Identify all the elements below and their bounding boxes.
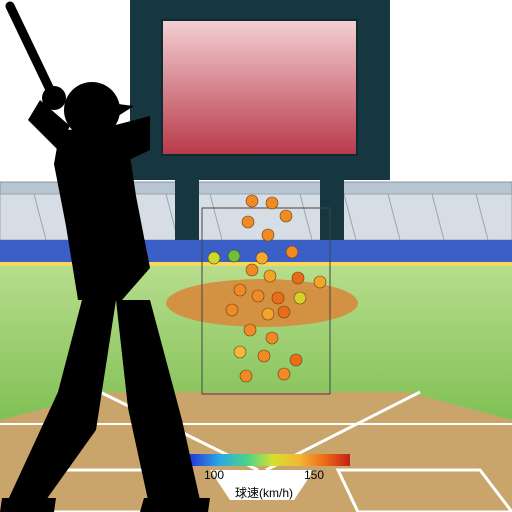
legend-tick-150: 150 xyxy=(304,468,324,482)
pitch-dot xyxy=(262,308,274,320)
pitch-dot xyxy=(240,370,252,382)
pitch-dot xyxy=(234,346,246,358)
pitch-dot xyxy=(280,210,292,222)
bat xyxy=(10,6,54,98)
pitch-dot xyxy=(228,250,240,262)
pitch-dot xyxy=(272,292,284,304)
pitch-dot xyxy=(208,252,220,264)
pitch-dot xyxy=(286,246,298,258)
pitch-dot xyxy=(256,252,268,264)
speed-legend-bar xyxy=(190,454,350,466)
pitch-dot xyxy=(252,290,264,302)
legend-axis-label: 球速(km/h) xyxy=(235,484,293,501)
pitch-location-chart: 100 150 球速(km/h) xyxy=(0,0,512,512)
pitch-dot xyxy=(292,272,304,284)
scoreboard-screen xyxy=(162,20,357,155)
pitch-dot xyxy=(264,270,276,282)
pitch-dot xyxy=(226,304,238,316)
pitch-dot xyxy=(294,292,306,304)
pitch-dot xyxy=(234,284,246,296)
pitch-dot xyxy=(246,264,258,276)
pitch-dot xyxy=(266,197,278,209)
pitch-dot xyxy=(242,216,254,228)
pitch-dot xyxy=(278,306,290,318)
pitch-dot xyxy=(314,276,326,288)
pitch-dot xyxy=(266,332,278,344)
pitch-dot xyxy=(258,350,270,362)
pitch-dot xyxy=(278,368,290,380)
pitch-dot xyxy=(246,195,258,207)
pitch-dot xyxy=(244,324,256,336)
legend-tick-100: 100 xyxy=(204,468,224,482)
pitch-dot xyxy=(290,354,302,366)
scoreboard-pillar-left xyxy=(175,180,199,240)
pitch-dot xyxy=(262,229,274,241)
chart-canvas xyxy=(0,0,512,512)
